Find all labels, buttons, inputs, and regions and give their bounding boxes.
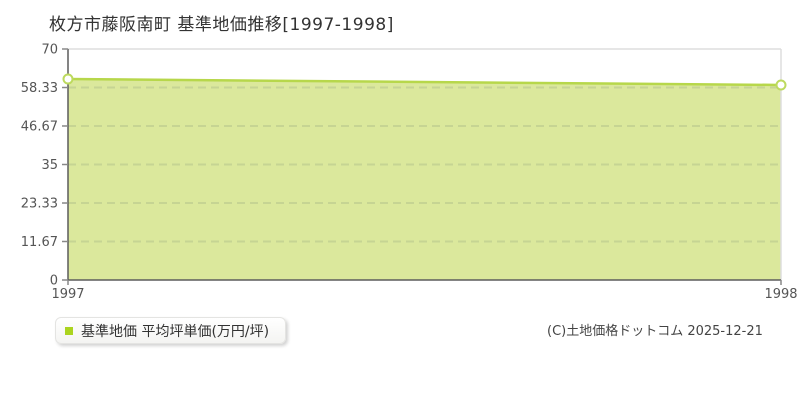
legend: 基準地価 平均坪単価(万円/坪) [55,317,287,344]
trend-line [67,77,782,87]
data-point-1997[interactable] [62,73,74,85]
y-tick-label: 35 [41,158,58,173]
y-tick-label: 46.67 [21,120,58,135]
x-tick-label: 1998 [764,287,797,302]
area-fill [68,79,781,280]
y-tick-label: 23.33 [21,197,58,212]
y-tick-label: 11.67 [21,235,58,250]
x-tick-label: 1997 [51,287,84,302]
y-tick-label: 70 [41,43,58,58]
copyright-notice: (C)土地価格ドットコム 2025-12-21 [547,324,763,339]
data-point-1998[interactable] [775,79,787,91]
legend-series-marker-icon [65,326,73,335]
legend-series-label: 基準地価 平均坪単価(万円/坪) [81,323,270,340]
chart-title: 枚方市藤阪南町 基準地価推移[1997-1998] [49,15,394,35]
y-tick-label: 58.33 [21,81,58,96]
y-tick-label: 0 [50,274,58,289]
